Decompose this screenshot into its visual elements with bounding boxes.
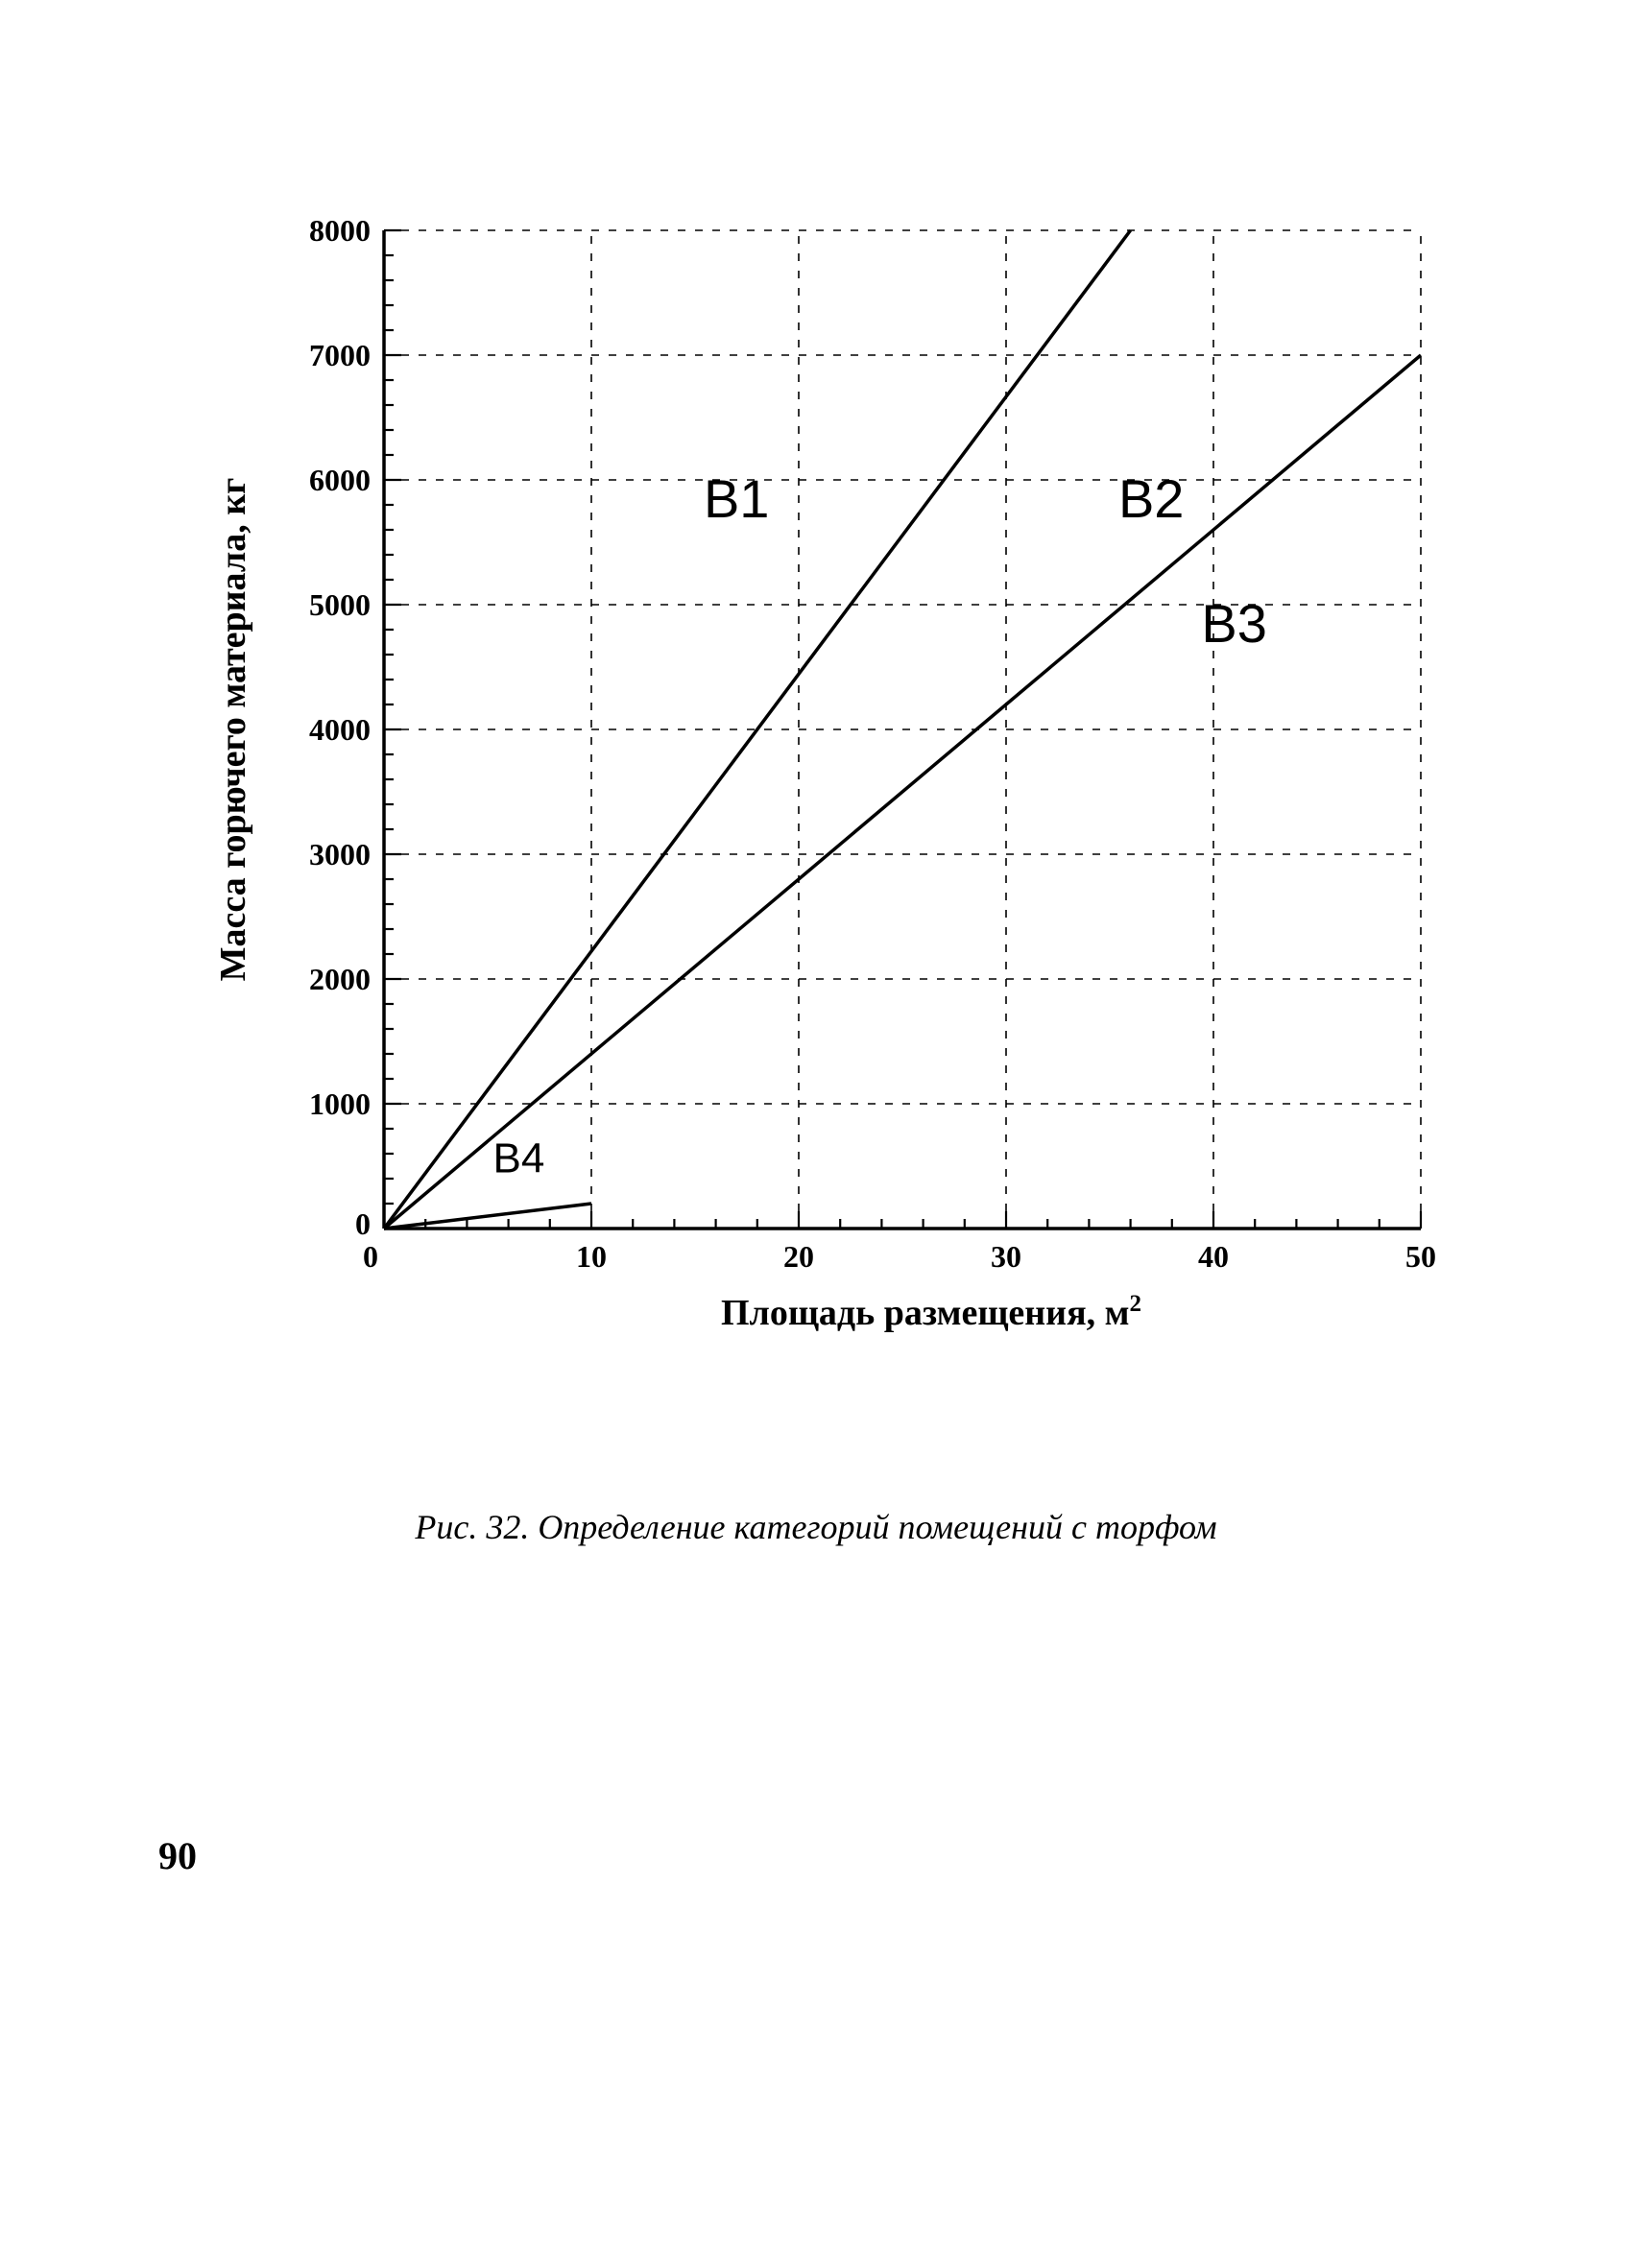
region-label: В2 <box>1118 468 1185 529</box>
page-number: 90 <box>158 1833 197 1878</box>
x-tick-label: 0 <box>363 1239 378 1274</box>
y-tick-label: 6000 <box>309 463 371 497</box>
region-label: В1 <box>704 468 770 529</box>
y-tick-label: 5000 <box>309 587 371 622</box>
y-axis-label: Масса горючего материала, кг <box>213 478 253 982</box>
y-tick-label: 4000 <box>309 712 371 747</box>
x-tick-label: 10 <box>576 1239 607 1274</box>
region-label: В4 <box>492 1135 544 1182</box>
y-tick-label: 0 <box>355 1206 371 1241</box>
y-tick-label: 8000 <box>309 221 371 248</box>
y-tick-label: 7000 <box>309 338 371 372</box>
chart-svg: 0 10 20 30 40 50 0 1000 2000 3000 4000 5000 6000 7000… <box>182 221 1450 1373</box>
y-tick-label: 2000 <box>309 962 371 996</box>
x-tick-label: 30 <box>991 1239 1021 1274</box>
y-tick-label: 3000 <box>309 837 371 871</box>
x-tick-label: 20 <box>783 1239 814 1274</box>
x-tick-label: 40 <box>1198 1239 1229 1274</box>
region-label: В3 <box>1201 593 1267 654</box>
page: 0 10 20 30 40 50 0 1000 2000 3000 4000 5000 6000 7000… <box>0 0 1632 2268</box>
x-tick-label: 50 <box>1405 1239 1436 1274</box>
figure-caption: Рис. 32. Определение категорий помещений… <box>0 1507 1632 1547</box>
x-axis-label: Площадь размещения, м2 <box>721 1291 1141 1333</box>
y-tick-label: 1000 <box>309 1086 371 1121</box>
chart-container: 0 10 20 30 40 50 0 1000 2000 3000 4000 5000 6000 7000… <box>182 221 1450 1373</box>
